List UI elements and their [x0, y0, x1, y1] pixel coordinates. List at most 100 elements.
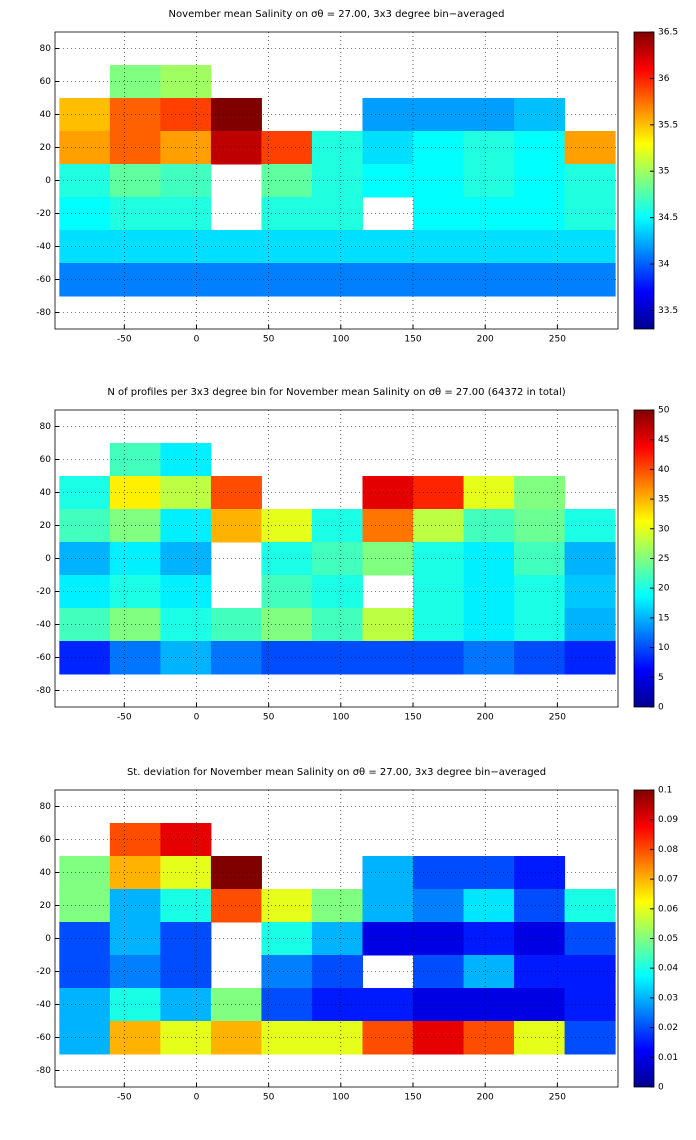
x-tick-label: 50: [263, 1093, 275, 1103]
y-tick-label: 60: [40, 835, 52, 845]
cell: [59, 263, 111, 297]
colorbar-tick-label: 36.5: [658, 28, 678, 38]
cell: [261, 575, 313, 609]
y-tick-label: 0: [45, 176, 51, 186]
x-tick-label: 100: [332, 335, 349, 345]
cell: [210, 641, 262, 675]
cell: [463, 1021, 515, 1055]
cell: [261, 608, 313, 642]
colorbar-tick-label: 40: [658, 465, 670, 475]
y-tick-label: -20: [36, 209, 51, 219]
y-tick-label: 40: [40, 868, 52, 878]
cell: [311, 542, 363, 576]
colorbar-tick-label: 33.5: [658, 306, 678, 316]
cell: [463, 922, 515, 956]
cell: [160, 608, 212, 642]
colorbar-tick-label: 34.5: [658, 213, 678, 223]
colorbar-tick-label: 34: [658, 260, 670, 270]
cell: [210, 98, 262, 132]
panel-title: St. deviation for November mean Salinity…: [127, 767, 546, 778]
x-tick-label: -50: [117, 1093, 132, 1103]
cell: [463, 641, 515, 675]
y-tick-label: -60: [36, 1033, 51, 1043]
colorbar-tick-label: 5: [658, 673, 664, 683]
cell: [463, 889, 515, 923]
y-tick-label: -40: [36, 620, 51, 630]
cell: [160, 955, 212, 989]
x-tick-label: 100: [332, 1093, 349, 1103]
colorbar-tick-label: 0.05: [658, 934, 678, 944]
cell: [463, 230, 515, 264]
cell: [311, 164, 363, 198]
cell: [261, 955, 313, 989]
cell: [160, 575, 212, 609]
cell: [160, 542, 212, 576]
y-tick-label: 20: [40, 521, 52, 531]
cell: [413, 263, 465, 297]
y-tick-label: 80: [40, 422, 52, 432]
cell: [413, 230, 465, 264]
cell: [160, 164, 212, 198]
x-tick-label: 50: [263, 713, 275, 723]
cell: [413, 641, 465, 675]
cell: [463, 509, 515, 543]
cell: [160, 476, 212, 510]
cell: [261, 542, 313, 576]
cell: [261, 922, 313, 956]
x-tick-label: -50: [117, 713, 132, 723]
cell: [413, 509, 465, 543]
plot-frame: [54, 789, 619, 1088]
cell: [311, 230, 363, 264]
cell: [160, 98, 212, 132]
cell: [210, 509, 262, 543]
y-tick-label: -40: [36, 1000, 51, 1010]
cell: [59, 955, 111, 989]
x-tick-label: 250: [549, 1093, 566, 1103]
colorbar-tick-label: 0.03: [658, 993, 678, 1003]
colorbar-tick-label: 50: [658, 406, 670, 416]
x-tick-label: 200: [477, 335, 494, 345]
cell: [413, 131, 465, 165]
cell: [463, 131, 515, 165]
cell: [463, 575, 515, 609]
cell: [160, 988, 212, 1022]
cell: [59, 575, 111, 609]
cell: [59, 230, 111, 264]
cell: [413, 889, 465, 923]
cell: [210, 988, 262, 1022]
x-tick-label: 100: [332, 713, 349, 723]
cell: [261, 509, 313, 543]
cell: [160, 263, 212, 297]
cell: [463, 542, 515, 576]
cell: [160, 443, 212, 477]
colorbar-tick-label: 0.1: [658, 786, 672, 796]
cell: [59, 922, 111, 956]
y-tick-label: -20: [36, 967, 51, 977]
y-tick-label: 80: [40, 44, 52, 54]
colorbar-tick-label: 36: [658, 74, 670, 84]
cell: [59, 131, 111, 165]
y-tick-label: -80: [36, 686, 51, 696]
cell: [413, 98, 465, 132]
colorbar-tick-label: 0.07: [658, 875, 678, 885]
colorbar-tick-label: 0: [658, 703, 664, 713]
cell: [59, 197, 111, 231]
cell: [463, 476, 515, 510]
cell: [210, 1021, 262, 1055]
colorbar-tick-label: 30: [658, 524, 670, 534]
cell: [160, 856, 212, 890]
colorbar-tick-label: 0.02: [658, 1023, 678, 1033]
cell: [210, 856, 262, 890]
cell: [413, 542, 465, 576]
y-tick-label: -20: [36, 587, 51, 597]
cell: [261, 889, 313, 923]
cell: [210, 230, 262, 264]
plot-frame: [54, 31, 619, 330]
x-tick-label: 150: [404, 713, 421, 723]
y-tick-label: 20: [40, 901, 52, 911]
x-tick-label: 0: [194, 713, 200, 723]
x-tick-label: 200: [477, 1093, 494, 1103]
cell: [261, 641, 313, 675]
cell: [311, 1021, 363, 1055]
colorbar-tick-label: 0.08: [658, 845, 678, 855]
